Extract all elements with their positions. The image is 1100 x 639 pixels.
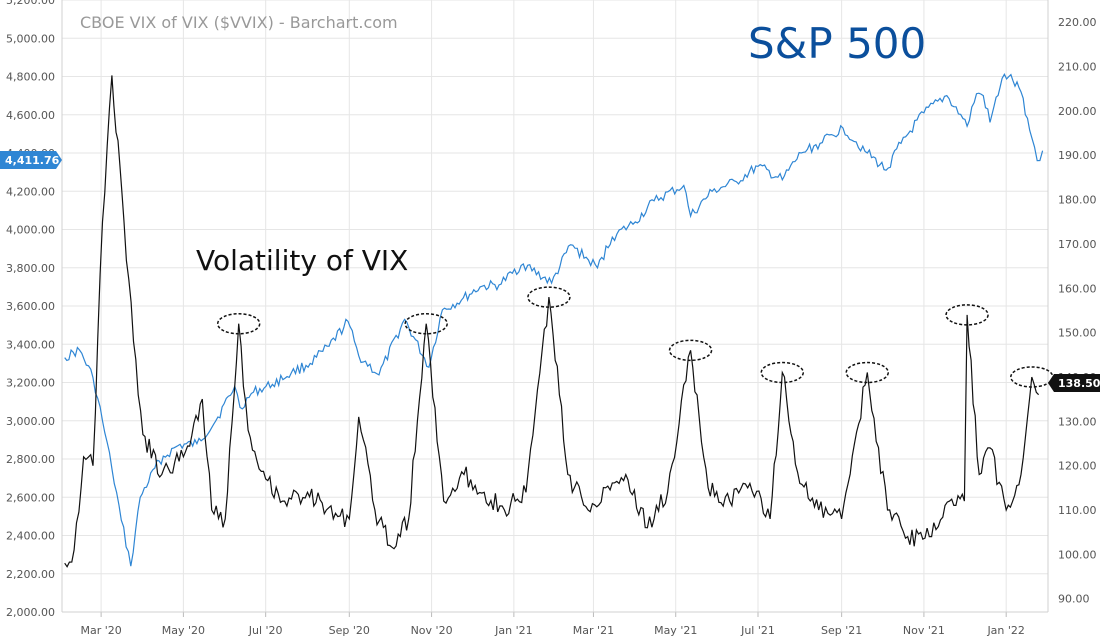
- left-axis-tick-label: 3,800.00: [6, 262, 55, 275]
- left-axis-tick-label: 3,000.00: [6, 415, 55, 428]
- left-axis-tick-label: 2,600.00: [6, 491, 55, 504]
- left-axis-tick-label: 4,000.00: [6, 224, 55, 237]
- x-axis-tick-label: Nov '20: [411, 624, 453, 637]
- left-axis-tick-label: 3,400.00: [6, 338, 55, 351]
- right-axis-tick-label: 120.00: [1058, 460, 1097, 473]
- right-axis-tick-label: 100.00: [1058, 548, 1097, 561]
- left-axis-tick-label: 5,000.00: [6, 32, 55, 45]
- chart-title: CBOE VIX of VIX ($VVIX) - Barchart.com: [80, 13, 398, 32]
- vvix-last-value: 138.50: [1058, 377, 1100, 390]
- spike-highlight-ellipse: [216, 312, 261, 335]
- sp500-last-value-badge: 4,411.76: [0, 151, 62, 169]
- right-axis-tick-label: 150.00: [1058, 327, 1097, 340]
- right-axis-tick-label: 130.00: [1058, 415, 1097, 428]
- x-axis-tick-label: Mar '20: [80, 624, 121, 637]
- x-axis-tick-label: May '21: [654, 624, 697, 637]
- annotation-sp500: S&P 500: [748, 19, 926, 68]
- left-axis-tick-label: 3,200.00: [6, 377, 55, 390]
- x-axis-ticks: Mar '20 May '20 Jul '20 Sep '20 Nov '20 Jan '…: [80, 612, 1025, 637]
- x-axis-tick-label: Jan '21: [494, 624, 532, 637]
- left-axis-tick-label: 4,800.00: [6, 71, 55, 84]
- vvix-last-value-badge: 138.50: [1048, 374, 1100, 392]
- x-axis-tick-label: Nov '21: [903, 624, 945, 637]
- left-axis-tick-label: 4,200.00: [6, 185, 55, 198]
- left-axis-tick-label: 2,800.00: [6, 453, 55, 466]
- spike-highlight-ellipse: [845, 361, 890, 384]
- right-axis-tick-label: 90.00: [1058, 593, 1090, 606]
- series-line-sp500: [64, 72, 1044, 567]
- right-axis-tick-label: 180.00: [1058, 194, 1097, 207]
- left-axis-tick-label: 5,200.00: [6, 0, 55, 7]
- x-axis-tick-label: Mar '21: [573, 624, 614, 637]
- spike-highlight-ellipse: [527, 286, 571, 308]
- right-axis-tick-label: 110.00: [1058, 504, 1097, 517]
- x-axis-tick-label: Jul '21: [740, 624, 775, 637]
- left-axis-tick-label: 2,200.00: [6, 568, 55, 581]
- left-axis-tick-label: 2,000.00: [6, 606, 55, 619]
- right-axis-tick-label: 160.00: [1058, 282, 1097, 295]
- right-axis-tick-label: 190.00: [1058, 149, 1097, 162]
- grid-lines: [62, 0, 1048, 613]
- spike-highlight-ellipse: [404, 312, 448, 335]
- spike-highlight-ellipse: [760, 361, 805, 384]
- x-axis-tick-label: Jan '22: [986, 624, 1024, 637]
- right-axis-tick-label: 210.00: [1058, 61, 1097, 74]
- sp500-last-value: 4,411.76: [5, 154, 60, 167]
- x-axis-tick-label: May '20: [162, 624, 205, 637]
- right-axis-tick-label: 170.00: [1058, 238, 1097, 251]
- series-line-vvix: [64, 75, 1040, 568]
- right-axis-tick-label: 220.00: [1058, 16, 1097, 29]
- left-axis-tick-label: 2,400.00: [6, 530, 55, 543]
- left-axis-tick-label: 3,600.00: [6, 300, 55, 313]
- spike-highlight-ellipse: [945, 304, 989, 326]
- x-axis-tick-label: Sep '21: [821, 624, 862, 637]
- right-axis-tick-label: 200.00: [1058, 105, 1097, 118]
- x-axis-tick-label: Jul '20: [248, 624, 283, 637]
- left-axis-ticks: 2,000.00 2,200.00 2,400.00 2,600.00 2,800.00…: [6, 0, 55, 619]
- spike-highlight-ellipse: [668, 339, 713, 362]
- annotation-vvix: Volatility of VIX: [196, 244, 408, 277]
- x-axis-tick-label: Sep '20: [329, 624, 370, 637]
- left-axis-tick-label: 4,600.00: [6, 109, 55, 122]
- spike-highlight-ellipses: [216, 286, 1054, 388]
- right-axis-ticks: 90.00100.00110.00120.00130.00140.00150.0…: [1058, 16, 1097, 606]
